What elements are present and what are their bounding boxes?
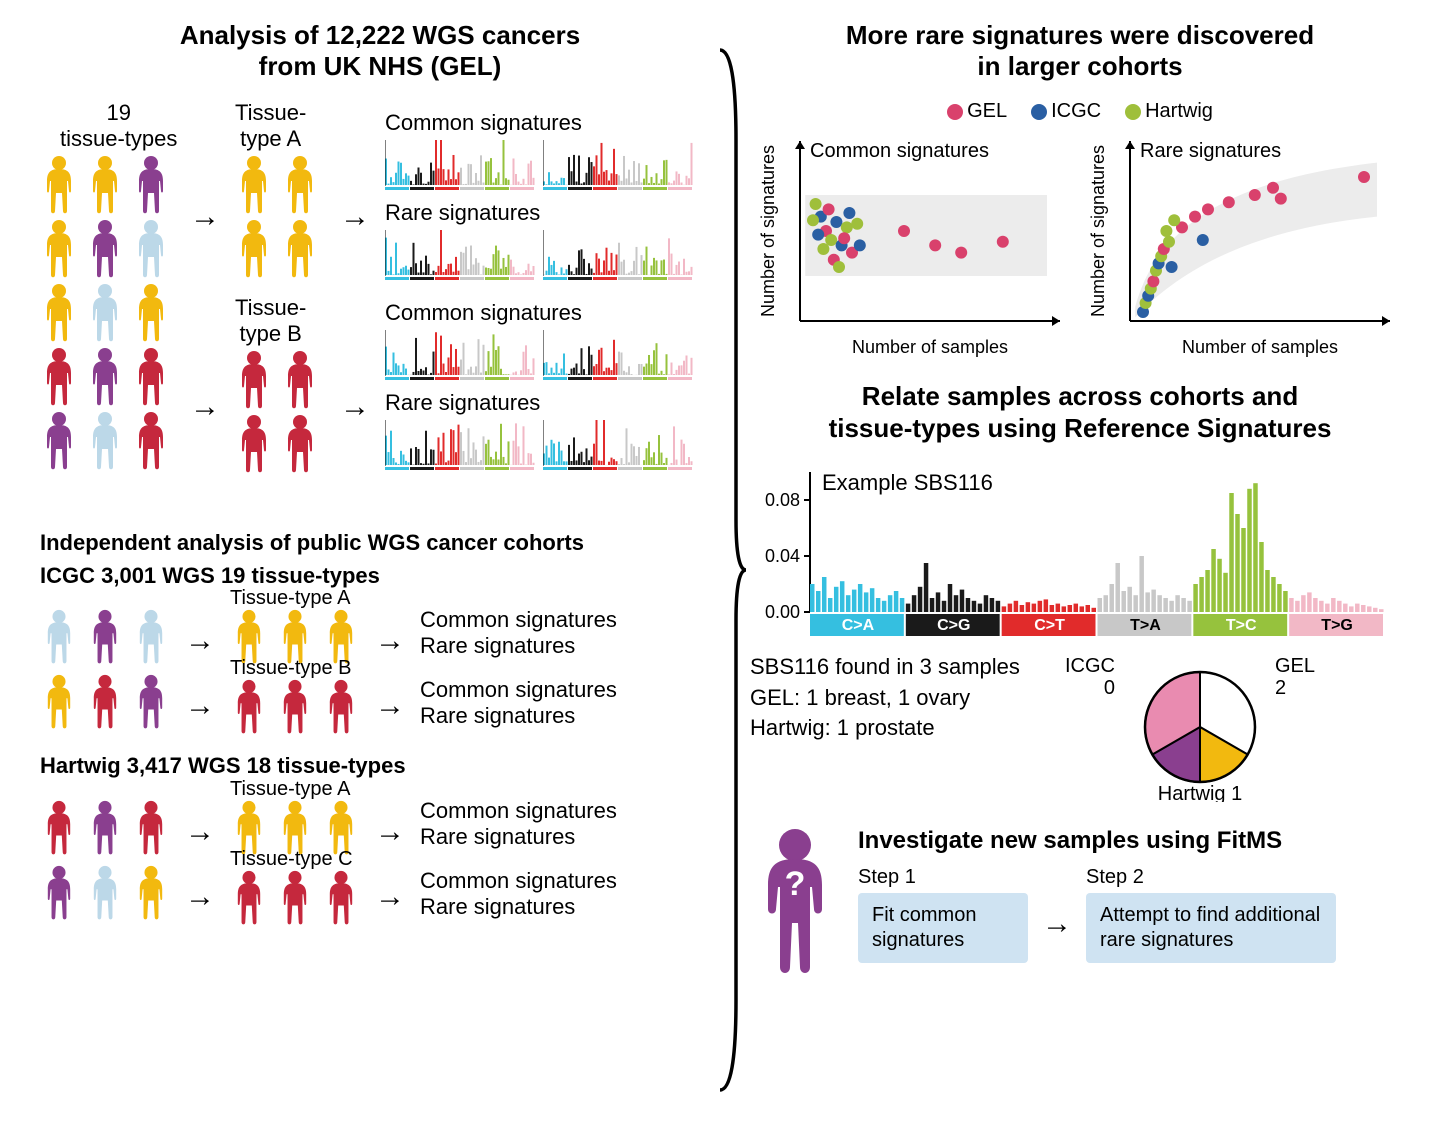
svg-text:Number of signatures: Number of signatures xyxy=(760,145,778,317)
person-question-icon: ? xyxy=(750,827,840,977)
top-diagram: 19 tissue-types xyxy=(40,100,720,500)
arrow-icon: → xyxy=(185,815,215,849)
arrow-icon: → xyxy=(340,200,370,234)
independent-heading: Independent analysis of public WGS cance… xyxy=(40,530,720,556)
people-row xyxy=(40,800,170,856)
right-heading-l2: in larger cohorts xyxy=(977,51,1182,81)
svg-text:0: 0 xyxy=(1104,677,1115,699)
tissue-b-label: Tissue-type B xyxy=(230,657,352,680)
svg-text:Hartwig 1: Hartwig 1 xyxy=(1158,783,1242,802)
svg-text:ICGC: ICGC xyxy=(1065,655,1115,677)
tissue-c-label: Tissue-type C xyxy=(230,848,353,871)
fitms-step1: Step 1 Fit common signatures xyxy=(858,866,1028,963)
people-tissue-b xyxy=(235,350,319,478)
common-sig-label: Common signatures xyxy=(385,110,582,135)
arrow-icon: → xyxy=(375,880,405,914)
right-heading-l1: More rare signatures were discovered xyxy=(846,20,1314,50)
people-tissue-a xyxy=(235,155,319,283)
svg-text:T>C: T>C xyxy=(1226,617,1257,634)
tissue-count-label: 19 tissue-types xyxy=(60,100,177,151)
svg-text:Common signatures: Common signatures xyxy=(810,140,989,162)
svg-text:GEL: GEL xyxy=(1275,655,1315,677)
svg-text:C>G: C>G xyxy=(937,617,970,634)
arrow-icon: → xyxy=(375,815,405,849)
common-sig-label: Common signatures xyxy=(420,677,617,702)
svg-text:0.04: 0.04 xyxy=(765,546,800,566)
scatter-common: Common signatures Number of samples Number… xyxy=(760,131,1070,361)
left-column: Analysis of 12,222 WGS cancers from UK N… xyxy=(40,20,720,930)
rare-sig-label: Rare signatures xyxy=(385,390,540,415)
arrow-icon: → xyxy=(340,390,370,424)
arrow-icon: → xyxy=(190,200,220,234)
tissue-a-label: Tissue- type A xyxy=(235,100,306,151)
rare-sig-label: Rare signatures xyxy=(420,824,575,849)
svg-text:Example SBS116: Example SBS116 xyxy=(822,470,993,495)
rare-sig-label: Rare signatures xyxy=(385,200,540,225)
left-heading-l2: from UK NHS (GEL) xyxy=(259,51,502,81)
left-heading: Analysis of 12,222 WGS cancers from UK N… xyxy=(40,20,720,82)
svg-text:T>A: T>A xyxy=(1130,617,1161,634)
signature-plots-common-b xyxy=(385,330,693,380)
arrow-icon: → xyxy=(1042,907,1072,941)
svg-text:0.08: 0.08 xyxy=(765,490,800,510)
left-heading-l1: Analysis of 12,222 WGS cancers xyxy=(180,20,580,50)
signature-plots-common-a xyxy=(385,140,693,190)
svg-text:C>A: C>A xyxy=(842,617,875,634)
ref-heading: Relate samples across cohorts and tissue… xyxy=(750,381,1410,443)
arrow-icon: → xyxy=(185,689,215,723)
common-sig-label: Common signatures xyxy=(420,868,617,893)
icgc-heading: ICGC 3,001 WGS 19 tissue-types xyxy=(40,563,720,589)
signature-plots-rare-b xyxy=(385,420,693,470)
tissue-a-label: Tissue-type A xyxy=(230,587,350,610)
hartwig-diagram: → → Tissue-type A Tissue-type C → → Comm… xyxy=(40,780,720,930)
pie-chart: ICGC0 GEL2 Hartwig 1 xyxy=(1050,652,1330,802)
fitms-section: ? Investigate new samples using FitMS St… xyxy=(750,827,1410,977)
fitms-heading: Investigate new samples using FitMS xyxy=(858,827,1410,856)
sbs-found-text: SBS116 found in 3 samples GEL: 1 breast,… xyxy=(750,652,1020,744)
fitms-step2: Step 2 Attempt to find additional rare s… xyxy=(1086,866,1336,963)
signature-plots-rare-a xyxy=(385,230,693,280)
svg-text:Number of signatures: Number of signatures xyxy=(1090,145,1108,317)
scatter-rare: Rare signatures Number of samples Number o… xyxy=(1090,131,1400,361)
common-sig-label: Common signatures xyxy=(385,300,582,325)
tissue-b-label: Tissue- type B xyxy=(235,295,306,346)
arrow-icon: → xyxy=(375,624,405,658)
rare-sig-label: Rare signatures xyxy=(420,894,575,919)
svg-text:T>G: T>G xyxy=(1321,617,1353,634)
people-row xyxy=(40,865,170,921)
right-heading: More rare signatures were discovered in … xyxy=(750,20,1410,82)
rare-sig-label: Rare signatures xyxy=(420,633,575,658)
svg-text:2: 2 xyxy=(1275,677,1286,699)
svg-text:C>T: C>T xyxy=(1034,617,1065,634)
people-row xyxy=(40,609,170,665)
bracket-icon xyxy=(718,40,748,1100)
arrow-icon: → xyxy=(190,390,220,424)
svg-text:Rare signatures: Rare signatures xyxy=(1140,140,1281,162)
hartwig-heading: Hartwig 3,417 WGS 18 tissue-types xyxy=(40,753,720,779)
rare-sig-label: Rare signatures xyxy=(420,703,575,728)
sbs116-chart: 0.08 0.04 0.00 C>A C>G C>T T>A T>C T>G Example SB… xyxy=(750,462,1390,642)
people-grid-19 xyxy=(40,155,170,475)
svg-text:Number of samples: Number of samples xyxy=(1182,337,1338,357)
people-row xyxy=(230,679,360,735)
scatter-legend: GELICGCHartwig xyxy=(750,100,1410,123)
people-row xyxy=(230,870,360,926)
people-row xyxy=(40,674,170,730)
arrow-icon: → xyxy=(185,880,215,914)
common-sig-label: Common signatures xyxy=(420,607,617,632)
right-column: More rare signatures were discovered in … xyxy=(750,20,1410,977)
icgc-diagram: → → Tissue-type A Tissue-type B → → Comm… xyxy=(40,589,720,739)
common-sig-label: Common signatures xyxy=(420,798,617,823)
svg-text:0.00: 0.00 xyxy=(765,602,800,622)
tissue-a-label: Tissue-type A xyxy=(230,778,350,801)
svg-text:Number of samples: Number of samples xyxy=(852,337,1008,357)
svg-text:?: ? xyxy=(785,865,806,903)
sbs-summary-row: SBS116 found in 3 samples GEL: 1 breast,… xyxy=(750,652,1410,802)
arrow-icon: → xyxy=(185,624,215,658)
scatter-row: Common signatures Number of samples Number… xyxy=(750,131,1410,361)
arrow-icon: → xyxy=(375,689,405,723)
